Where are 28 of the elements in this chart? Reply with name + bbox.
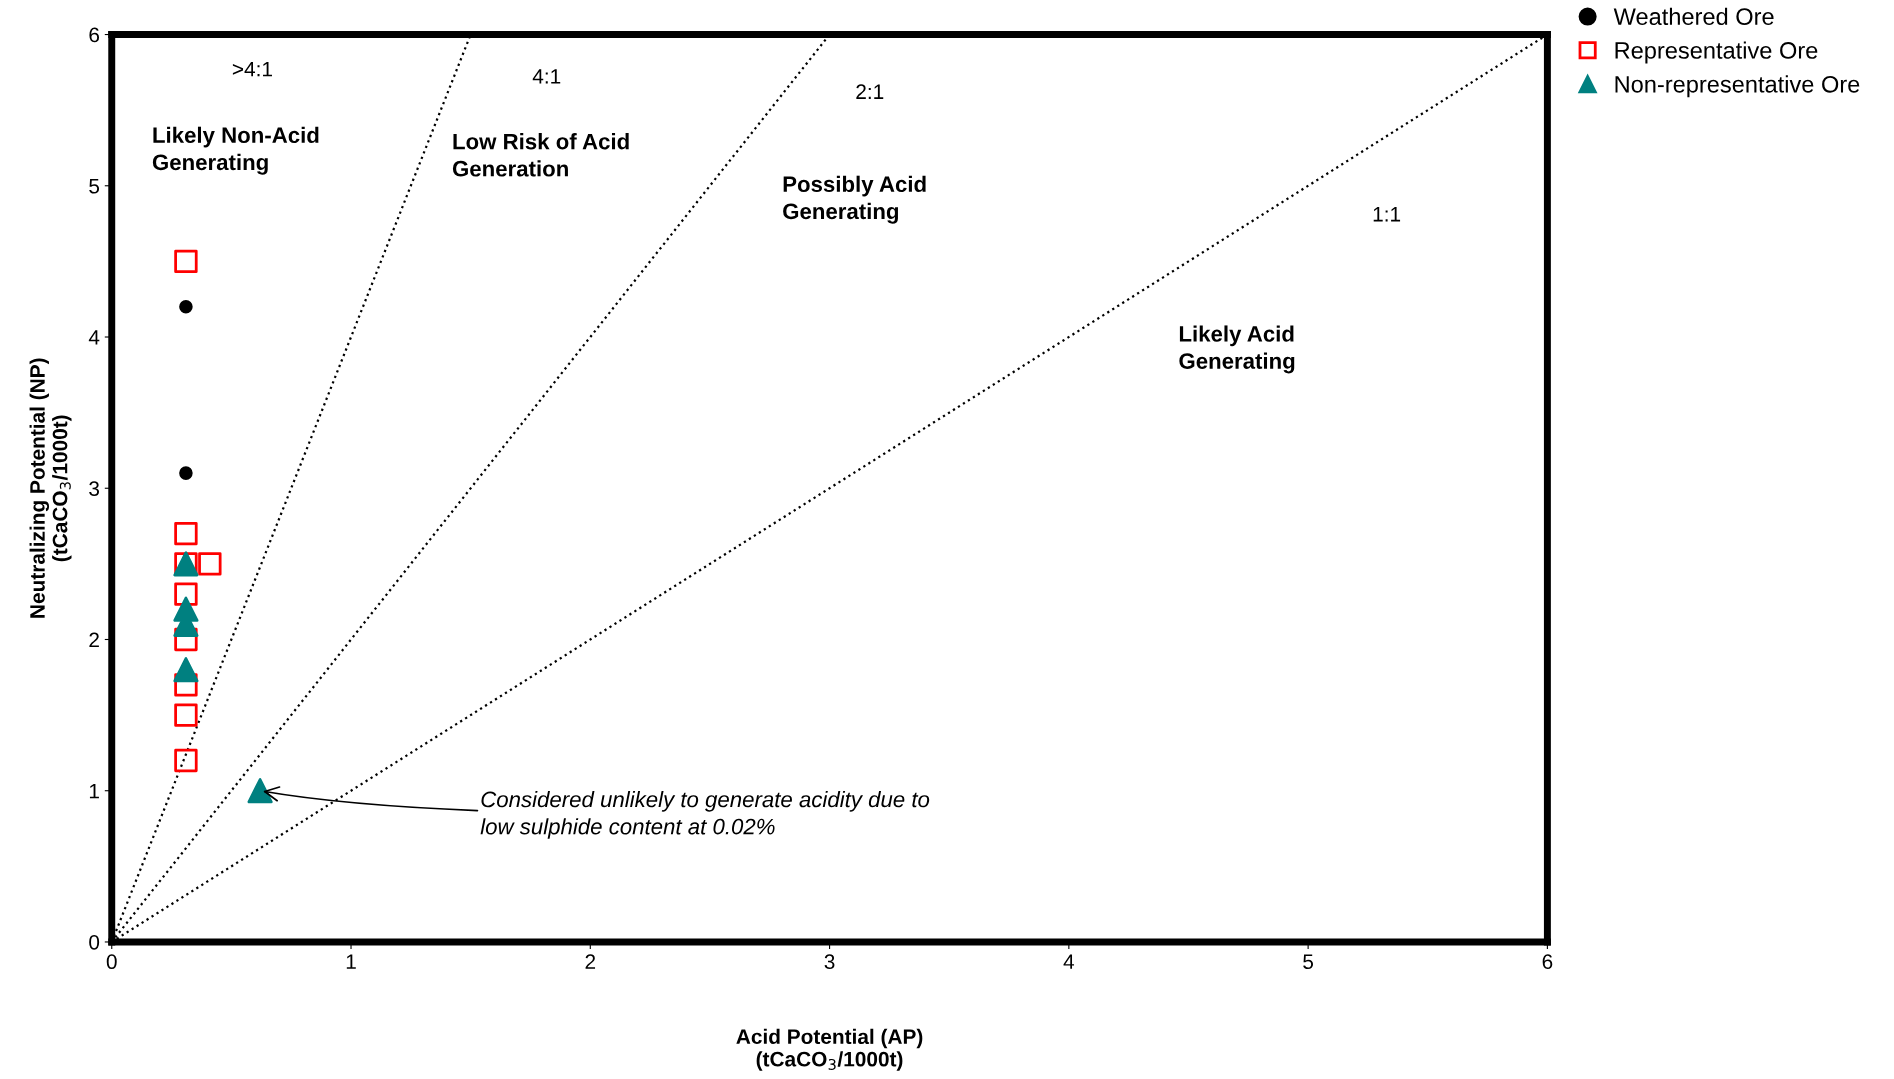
y-tick-label: 2 [89,632,99,648]
annotation: Likely Acid Generating [1179,325,1295,374]
y-axis-title: Neutralizing Potential (NP) (tCaCO$_{3}$/1000t) [29,358,72,618]
y-tick-label: 0 [89,934,100,950]
annotation: Low Risk of Acid Generation [452,133,629,177]
x-tick-label: 2 [585,954,596,969]
y-tick-label: 1 [89,783,99,799]
y-tick-label: 3 [89,481,100,496]
annotation: 4:1 [532,69,561,84]
y-tick-label: 5 [89,178,100,194]
x-tick-label: 6 [1542,954,1553,970]
annotation: 2:1 [856,84,884,99]
x-tick-label: 1 [346,954,356,969]
annotation: Possibly Acid Generating [783,175,926,224]
legend-label: Weathered Ore [1613,7,1774,26]
annotation: Considered unlikely to generate acidity due to low sulphide content at 0.02% [480,790,930,839]
annotation: >4:1 [232,61,272,77]
annotation: 1:1 [1373,207,1401,222]
x-tick-label: 4 [1063,954,1075,969]
x-axis-title: Acid Potential (AP) (tCaCO$_{3}$/1000t) [736,1028,923,1071]
annotation: Likely Non-Acid Generating [152,126,319,175]
x-tick-label: 0 [106,954,117,970]
legend-label: Non-representative Ore [1615,75,1860,98]
x-tick-label: 5 [1303,954,1314,970]
y-tick-label: 4 [88,330,100,345]
y-tick-label: 6 [89,27,100,43]
legend-label: Representative Ore [1615,41,1818,64]
x-tick-label: 3 [824,954,835,970]
